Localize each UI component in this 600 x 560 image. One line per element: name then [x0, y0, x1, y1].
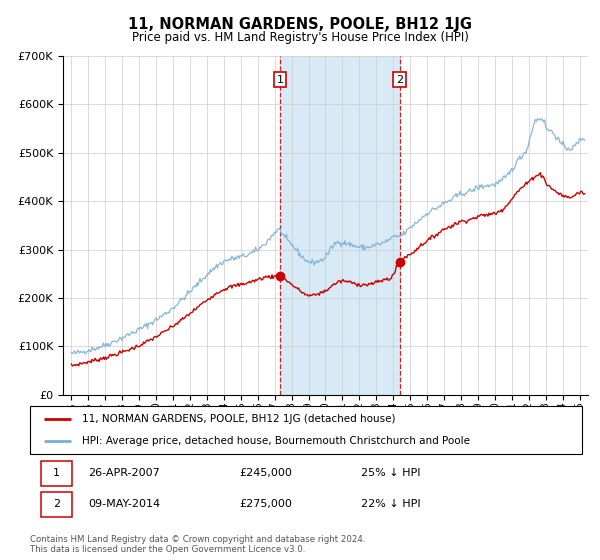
- Text: HPI: Average price, detached house, Bournemouth Christchurch and Poole: HPI: Average price, detached house, Bour…: [82, 436, 470, 446]
- Text: Contains HM Land Registry data © Crown copyright and database right 2024.
This d: Contains HM Land Registry data © Crown c…: [30, 535, 365, 554]
- Text: 11, NORMAN GARDENS, POOLE, BH12 1JG: 11, NORMAN GARDENS, POOLE, BH12 1JG: [128, 17, 472, 32]
- FancyBboxPatch shape: [41, 492, 72, 516]
- Text: 22% ↓ HPI: 22% ↓ HPI: [361, 500, 421, 509]
- Text: £245,000: £245,000: [240, 468, 293, 478]
- FancyBboxPatch shape: [41, 461, 72, 486]
- Text: 1: 1: [53, 468, 60, 478]
- Bar: [280, 56, 400, 395]
- Text: £275,000: £275,000: [240, 500, 293, 509]
- Text: 25% ↓ HPI: 25% ↓ HPI: [361, 468, 421, 478]
- Text: Price paid vs. HM Land Registry's House Price Index (HPI): Price paid vs. HM Land Registry's House …: [131, 31, 469, 44]
- Text: 1: 1: [277, 74, 284, 85]
- Text: 2: 2: [53, 500, 60, 509]
- Text: 26-APR-2007: 26-APR-2007: [88, 468, 160, 478]
- Text: 11, NORMAN GARDENS, POOLE, BH12 1JG (detached house): 11, NORMAN GARDENS, POOLE, BH12 1JG (det…: [82, 414, 396, 424]
- Text: 2: 2: [396, 74, 403, 85]
- Text: 09-MAY-2014: 09-MAY-2014: [88, 500, 160, 509]
